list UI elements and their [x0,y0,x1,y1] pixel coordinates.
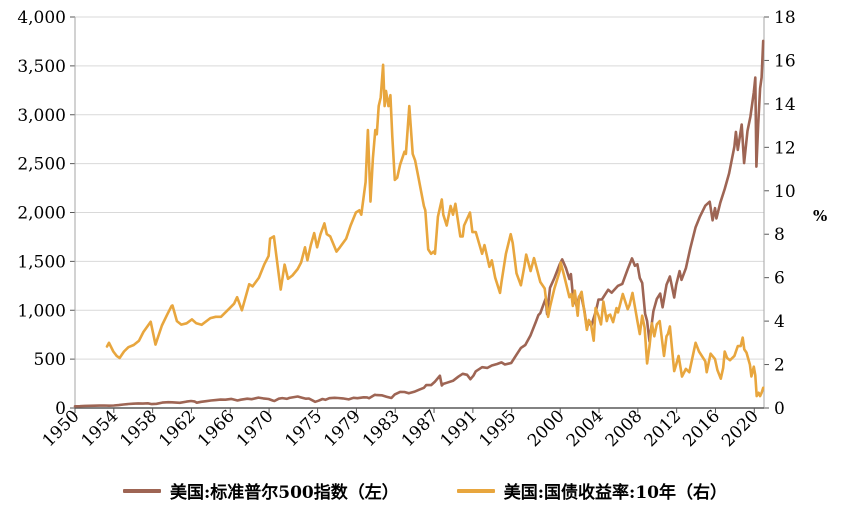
treasury-yield-line [105,63,765,398]
sp500-line [73,39,765,408]
legend: 美国:标准普尔500指数（左） 美国:国债收益率:10年（右） [0,478,850,503]
x-tick-label: 1995 [475,406,520,451]
x-tick-label: 1958 [116,406,161,451]
y-right-tick-label: 16 [774,51,796,71]
y-left-tick-label: 3,500 [17,57,66,77]
x-tick-label: 2016 [679,406,724,451]
y-right-unit-label: % [813,207,827,225]
y-right-tick-label: 2 [774,356,785,376]
y-left-tick-label: 500 [34,350,66,370]
y-left-tick-label: 2,500 [17,155,66,175]
x-tick-label: 1970 [233,406,278,451]
x-tick-label: 1979 [320,406,365,451]
y-left-tick-label: 1,000 [17,301,66,321]
y-left-tick-label: 4,000 [17,8,66,28]
x-tick-label: 2000 [524,406,569,451]
legend-item-sp500[interactable]: 美国:标准普尔500指数（左） [123,478,399,503]
sp500-line-swatch [123,488,161,493]
y-right-tick-label: 8 [774,225,785,245]
y-left-tick-label: 1,500 [17,252,66,272]
legend-label-sp500: 美国:标准普尔500指数（左） [170,483,399,503]
y-left-tick-label: 3,000 [17,106,66,126]
x-tick-label: 2008 [602,406,647,451]
treasury-yield-line-swatch [456,488,495,493]
y-right-tick-label: 12 [774,138,796,158]
legend-label-treasury-yield: 美国:国债收益率:10年（右） [503,483,727,503]
legend-item-treasury-yield[interactable]: 美国:国债收益率:10年（右） [456,478,727,503]
y-left-tick-label: 2,000 [17,204,66,224]
y-right-tick-label: 6 [774,269,785,289]
x-tick-label: 2020 [718,406,763,451]
x-tick-label: 1987 [398,406,443,451]
x-tick-label: 1991 [437,406,482,451]
y-left-tick-label: 0 [55,399,66,419]
x-tick-label: 2004 [563,406,608,451]
x-tick-label: 1966 [194,406,239,451]
y-right-tick-label: 4 [774,312,785,332]
x-tick-label: 1962 [155,406,200,451]
x-tick-label: 1975 [281,406,326,451]
y-right-tick-label: 0 [774,399,785,419]
y-right-tick-label: 10 [774,182,796,202]
y-right-tick-label: 14 [774,95,796,115]
x-tick-label: 1983 [359,406,404,451]
x-tick-label: 2012 [640,406,685,451]
y-right-tick-label: 18 [774,8,796,28]
line-chart: 0 500 1,000 1,500 2,000 2,500 3,000 3,500 4,000 0… [17,8,827,451]
x-tick-label: 1954 [78,406,123,451]
